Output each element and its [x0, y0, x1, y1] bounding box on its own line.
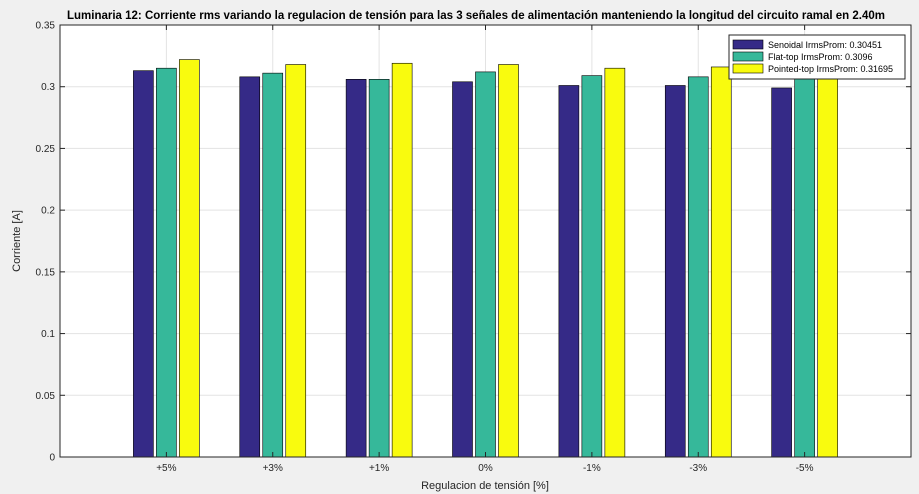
x-tick-label: +5%: [156, 463, 176, 474]
y-tick-label: 0: [49, 453, 55, 464]
y-tick-label: 0.25: [36, 144, 56, 155]
bar: [345, 79, 367, 458]
legend-swatch: [732, 63, 764, 74]
bar: [156, 67, 177, 458]
bar: [262, 72, 284, 458]
bar-group: [133, 59, 838, 458]
bar: [817, 71, 838, 458]
y-tick-label: 0.05: [36, 391, 56, 402]
bar: [391, 62, 413, 458]
bar: [664, 85, 686, 458]
bar: [794, 77, 815, 458]
bar: [558, 85, 580, 458]
y-tick-label: 0.1: [41, 329, 55, 340]
bar: [710, 66, 732, 458]
bar: [285, 64, 307, 458]
x-tick-label: +3%: [263, 463, 283, 474]
bar: [475, 71, 496, 458]
y-tick-label: 0.2: [41, 206, 55, 217]
legend-swatch: [732, 39, 764, 50]
bar: [239, 76, 261, 458]
bar: [581, 75, 603, 458]
y-tick-label: 0.3: [41, 82, 55, 93]
x-axis-ticks: +5% +3% +1% 0% -1% -3% -5%: [156, 25, 814, 474]
y-tick-label: 0.15: [36, 267, 56, 278]
y-axis-ticks: 0 0.05 0.1 0.15 0.2 0.25 0.3 0.35: [36, 21, 911, 464]
bar: [452, 81, 473, 458]
legend: Senoidal IrmsProm: 0.30451 Flat-top IrmsP…: [728, 34, 906, 80]
legend-swatch: [732, 51, 764, 62]
x-tick-label: -1%: [583, 463, 601, 474]
x-axis-label: Regulacion de tensión [%]: [421, 480, 549, 492]
bar: [498, 64, 519, 458]
x-tick-label: +1%: [369, 463, 389, 474]
bar: [687, 76, 709, 458]
y-tick-label: 0.35: [36, 21, 56, 32]
legend-label: Pointed-top IrmsProm: 0.31695: [768, 64, 893, 74]
x-tick-label: -5%: [796, 463, 814, 474]
bar: [368, 79, 390, 458]
bar: [133, 70, 154, 458]
bar: [604, 67, 626, 458]
x-tick-label: 0%: [478, 463, 493, 474]
y-axis-label: Corriente [A]: [11, 210, 23, 272]
x-tick-label: -3%: [689, 463, 707, 474]
legend-label: Senoidal IrmsProm: 0.30451: [768, 40, 882, 50]
bar: [771, 87, 792, 458]
bar: [179, 59, 200, 458]
chart-title: Luminaria 12: Corriente rms variando la …: [67, 10, 885, 22]
legend-label: Flat-top IrmsProm: 0.3096: [768, 52, 873, 62]
